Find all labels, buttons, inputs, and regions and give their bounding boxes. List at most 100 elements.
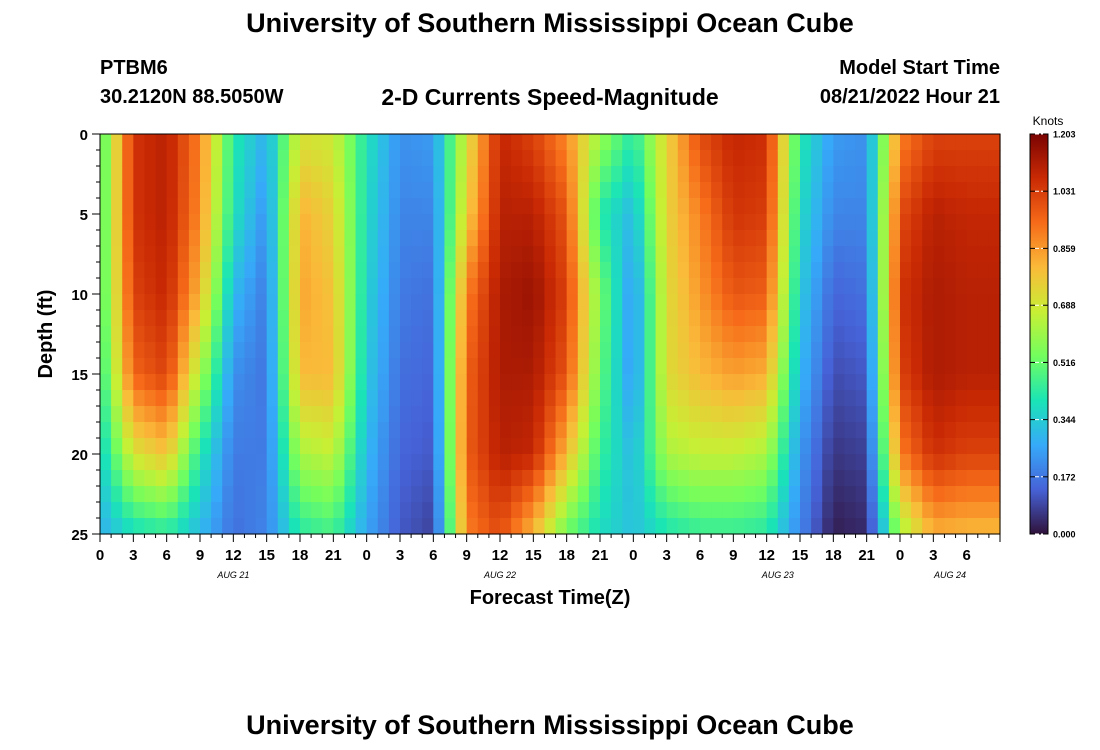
heatmap-cell <box>533 278 546 295</box>
heatmap-cell <box>244 406 257 423</box>
heatmap-cell <box>300 134 312 151</box>
heatmap-cell <box>888 422 901 439</box>
heatmap-cell <box>777 374 790 391</box>
heatmap-cell <box>911 470 923 487</box>
heatmap-cell <box>955 342 968 359</box>
heatmap-cell <box>611 470 623 487</box>
heatmap-cell <box>788 150 801 167</box>
heatmap-cell <box>233 502 246 519</box>
heatmap-cell <box>900 198 912 215</box>
heatmap-cell <box>455 422 468 439</box>
heatmap-cell <box>844 326 857 343</box>
heatmap-cell <box>844 502 857 519</box>
heatmap-cell <box>122 470 134 487</box>
heatmap-cell <box>477 470 490 487</box>
heatmap-cell <box>944 214 957 231</box>
heatmap-cell <box>266 246 279 263</box>
heatmap-cell <box>266 198 279 215</box>
heatmap-cell <box>988 278 1001 295</box>
chart-title: 2-D Currents Speed-Magnitude <box>381 84 719 110</box>
heatmap-cell <box>966 310 979 327</box>
heatmap-cell <box>511 230 523 247</box>
heatmap-cell <box>533 230 546 247</box>
heatmap-cell <box>744 374 757 391</box>
heatmap-cell <box>933 470 946 487</box>
heatmap-cell <box>344 486 357 503</box>
heatmap-cell <box>122 518 134 535</box>
heatmap-cell <box>233 326 246 343</box>
colorbar-tick-label: 0.859 <box>1053 244 1076 254</box>
heatmap-cell <box>100 438 112 455</box>
heatmap-cell <box>666 246 679 263</box>
heatmap-cell <box>255 502 268 519</box>
heatmap-cell <box>888 502 901 519</box>
heatmap-cell <box>200 342 212 359</box>
x-tick-label: 0 <box>629 547 637 564</box>
heatmap-cell <box>700 454 712 471</box>
heatmap-cell <box>933 166 946 183</box>
heatmap-cell <box>933 262 946 279</box>
heatmap-cell <box>855 342 868 359</box>
heatmap-cell <box>433 166 446 183</box>
heatmap-cell <box>911 214 923 231</box>
heatmap-cell <box>344 422 357 439</box>
heatmap-cell <box>133 310 146 327</box>
heatmap-cell <box>111 134 123 151</box>
heatmap-cell <box>533 518 546 535</box>
heatmap-cell <box>688 214 701 231</box>
heatmap-cell <box>500 470 512 487</box>
heatmap-cell <box>922 182 934 199</box>
heatmap-cell <box>455 246 468 263</box>
heatmap-cell <box>955 438 968 455</box>
heatmap-cell <box>800 486 812 503</box>
heatmap-cell <box>644 198 657 215</box>
heatmap-cell <box>222 342 234 359</box>
heatmap-cell <box>322 294 334 311</box>
heatmap-cell <box>500 166 512 183</box>
heatmap-cell <box>911 310 923 327</box>
heatmap-cell <box>766 182 779 199</box>
heatmap-cell <box>200 150 212 167</box>
heatmap-cell <box>433 182 446 199</box>
heatmap-cell <box>577 310 590 327</box>
heatmap-cell <box>922 406 934 423</box>
heatmap-cell <box>755 406 768 423</box>
heatmap-cell <box>844 390 857 407</box>
heatmap-cell <box>500 150 512 167</box>
heatmap-cell <box>811 326 823 343</box>
heatmap-cell <box>244 230 257 247</box>
heatmap-cell <box>400 438 412 455</box>
heatmap-cell <box>111 502 123 519</box>
heatmap-cell <box>777 470 790 487</box>
heatmap-cell <box>511 214 523 231</box>
heatmap-cell <box>333 214 346 231</box>
heatmap-cell <box>611 230 623 247</box>
heatmap-cell <box>144 182 157 199</box>
heatmap-cell <box>188 358 201 375</box>
heatmap-cell <box>766 438 779 455</box>
heatmap-cell <box>211 150 223 167</box>
heatmap-cell <box>344 246 357 263</box>
heatmap-cell <box>433 278 446 295</box>
heatmap-cell <box>833 374 846 391</box>
heatmap-cell <box>866 470 879 487</box>
heatmap-cell <box>588 182 601 199</box>
heatmap-cell <box>555 166 568 183</box>
heatmap-cell <box>700 166 712 183</box>
heatmap-cell <box>855 262 868 279</box>
heatmap-cell <box>566 150 579 167</box>
heatmap-cell <box>233 294 246 311</box>
heatmap-cell <box>388 438 401 455</box>
heatmap-cell <box>822 294 834 311</box>
heatmap-cell <box>822 342 834 359</box>
heatmap-cell <box>577 502 590 519</box>
heatmap-cell <box>633 326 646 343</box>
heatmap-cell <box>322 358 334 375</box>
heatmap-cell <box>266 358 279 375</box>
heatmap-cell <box>600 454 612 471</box>
heatmap-cell <box>733 134 746 151</box>
x-tick-label: 3 <box>129 547 137 564</box>
heatmap-cell <box>411 134 423 151</box>
heatmap-cell <box>355 150 368 167</box>
heatmap-cell <box>166 358 179 375</box>
